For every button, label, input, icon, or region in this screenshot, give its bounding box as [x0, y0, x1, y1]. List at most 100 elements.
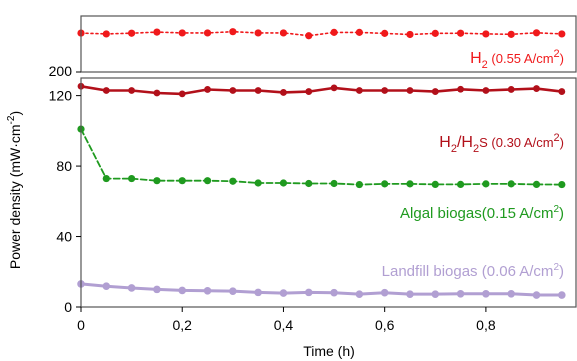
- y-tick-label: 120: [49, 88, 73, 104]
- landfill-biogas-point: [178, 286, 187, 295]
- h2-point: [355, 28, 363, 36]
- h2-h2s-point: [381, 87, 389, 94]
- y-axis-title-exponent: -2: [6, 115, 17, 124]
- h2-h2s-point: [280, 89, 287, 96]
- landfill-biogas-point: [456, 289, 465, 298]
- landfill-biogas-point: [203, 286, 212, 295]
- landfill-biogas-line: [79, 282, 564, 297]
- algal-biogas-line: [80, 128, 563, 186]
- h2-point: [229, 28, 237, 36]
- landfill-biogas-point: [127, 284, 136, 292]
- h2-h2s-point: [355, 87, 363, 94]
- landfill-biogas-point: [330, 288, 338, 297]
- landfill-biogas-point: [482, 289, 490, 298]
- y-tick-label: 0: [64, 299, 72, 315]
- landfill-biogas-point: [153, 285, 161, 294]
- algal-biogas-point: [406, 180, 414, 188]
- h2-point: [178, 29, 186, 37]
- algal-biogas-point: [102, 174, 110, 183]
- h2-h2s-point: [406, 87, 414, 94]
- x-tick-label: 0,4: [274, 317, 294, 333]
- h2-point: [482, 30, 490, 38]
- h2-h2s-point: [507, 86, 515, 93]
- h2-h2s-point: [431, 88, 439, 95]
- lower-panel: [77, 82, 566, 299]
- h2-line: [80, 30, 563, 37]
- algal-biogas-point: [128, 174, 136, 183]
- algal-biogas-point: [203, 177, 212, 185]
- h2-point: [532, 29, 541, 37]
- h2-point: [507, 30, 515, 38]
- h2-h2s-point: [128, 87, 136, 94]
- h2-point: [381, 29, 389, 37]
- h2-point: [431, 29, 439, 37]
- y-axis-title-main: Power density (mW·cm: [7, 124, 23, 269]
- landfill-biogas-point: [102, 282, 111, 291]
- algal-biogas-point: [178, 177, 186, 185]
- h2-h2s-point: [229, 87, 237, 94]
- lower-panel-frame: [80, 77, 577, 308]
- h2-point: [153, 28, 161, 36]
- algal-biogas-point: [355, 180, 363, 189]
- algal-biogas-point: [507, 180, 515, 188]
- series-label-h2: H2 (0.55 A/cm2): [470, 48, 564, 71]
- algal-biogas-point: [330, 179, 338, 188]
- h2-h2s-point: [558, 88, 566, 95]
- h2-h2s-point: [305, 88, 313, 95]
- algal-biogas-point: [456, 180, 465, 188]
- y-axis-title: Power density (mW·cm-2): [6, 111, 23, 269]
- series-label-landfill-biogas: Landfill biogas (0.06 A/cm2): [382, 262, 564, 280]
- upper-panel-frame: [80, 15, 577, 73]
- y-tick-label-upper: 200: [49, 63, 73, 79]
- x-tick-label: 0,8: [476, 317, 496, 333]
- h2-h2s-point: [482, 87, 490, 94]
- h2-point: [330, 28, 338, 36]
- h2-point: [128, 29, 136, 37]
- h2-h2s-point: [153, 89, 161, 97]
- x-tick-label: 0,6: [375, 317, 395, 333]
- algal-biogas-point: [153, 177, 161, 185]
- algal-biogas-point: [381, 180, 389, 188]
- h2-point: [279, 29, 288, 37]
- h2-point: [203, 29, 212, 37]
- algal-biogas-point: [254, 179, 262, 187]
- series-label-algal-biogas: Algal biogas(0.15 A/cm2): [400, 204, 564, 222]
- algal-biogas-point: [558, 180, 566, 189]
- algal-biogas-point: [482, 180, 490, 188]
- h2-h2s-point: [178, 90, 186, 98]
- landfill-biogas-point: [507, 289, 516, 298]
- h2-point: [102, 30, 110, 38]
- upper-panel: [77, 28, 566, 40]
- h2-point: [406, 30, 414, 39]
- x-tick-label: 0: [77, 317, 85, 333]
- landfill-biogas-point: [558, 291, 566, 299]
- algal-biogas-point: [305, 179, 313, 188]
- h2-point: [305, 32, 313, 40]
- h2-point: [456, 29, 465, 37]
- h2-h2s-point: [330, 84, 338, 92]
- landfill-biogas-point: [304, 288, 313, 297]
- x-tick-label: 0,2: [172, 317, 192, 333]
- landfill-biogas-point: [229, 287, 237, 295]
- series-label-h2-h2s: H2/H2S (0.30 A/cm2): [439, 132, 564, 155]
- landfill-biogas-point: [406, 290, 414, 298]
- h2-h2s-point: [457, 85, 464, 93]
- landfill-biogas-point: [254, 288, 262, 297]
- h2-point: [254, 29, 262, 37]
- algal-biogas-point: [279, 179, 288, 187]
- landfill-biogas-point: [355, 290, 364, 298]
- axes: 0 0,2 0,4 0,6 0,8 0 40 80 120 200 H2 (0.55 A/cm2) H…: [49, 15, 577, 333]
- y-tick-label: 80: [56, 158, 72, 174]
- algal-biogas-point: [431, 180, 439, 188]
- h2-h2s-point: [254, 87, 262, 94]
- h2-h2s-line: [79, 85, 564, 96]
- algal-biogas-point: [229, 177, 237, 185]
- h2-point: [558, 30, 566, 38]
- h2-h2s-point: [533, 85, 540, 92]
- landfill-biogas-point: [532, 291, 541, 299]
- y-tick-label: 40: [56, 229, 72, 245]
- h2-h2s-point: [102, 87, 110, 94]
- y-axis-title-close: ): [7, 111, 23, 116]
